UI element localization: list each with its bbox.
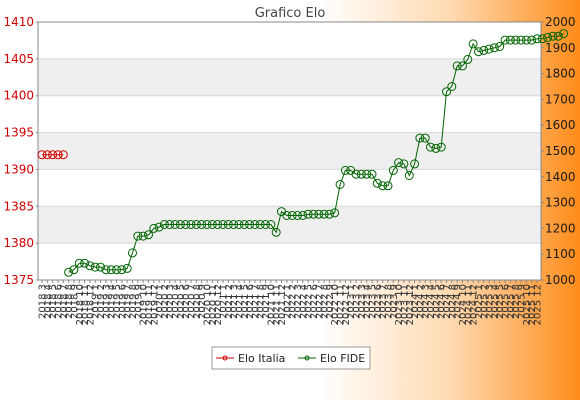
y-right-tick-label: 1700 (545, 92, 576, 106)
y-left-tick-label: 1375 (3, 273, 34, 287)
legend: Elo Italia Elo FIDE (212, 347, 370, 369)
y-right-tick-label: 1600 (545, 118, 576, 132)
chart-title: Grafico Elo (255, 6, 326, 21)
y-right-tick-label: 2000 (545, 15, 576, 29)
y-left-tick-label: 1385 (3, 199, 34, 213)
y-right-tick-label: 1900 (545, 41, 576, 55)
y-right-tick-label: 1100 (545, 247, 576, 261)
legend-fide-label: Elo FIDE (320, 352, 365, 365)
plot-band (38, 206, 541, 243)
y-left-tick-label: 1400 (3, 89, 34, 103)
y-left-tick-label: 1380 (3, 236, 34, 250)
y-right-tick-label: 1500 (545, 144, 576, 158)
y-left-tick-label: 1410 (3, 15, 34, 29)
y-right-tick-label: 1200 (545, 221, 576, 235)
y-right-tick-label: 1800 (545, 67, 576, 81)
legend-italia-label: Elo Italia (238, 352, 285, 365)
plot-band (38, 133, 541, 170)
y-left-tick-label: 1405 (3, 52, 34, 66)
y-left-tick-label: 1395 (3, 126, 34, 140)
y-right-tick-label: 1300 (545, 196, 576, 210)
y-right-tick-label: 1400 (545, 170, 576, 184)
plot-band (38, 59, 541, 96)
y-right-tick-label: 1000 (545, 273, 576, 287)
x-tick-label: 2025 12 (533, 284, 544, 325)
y-left-tick-label: 1390 (3, 162, 34, 176)
